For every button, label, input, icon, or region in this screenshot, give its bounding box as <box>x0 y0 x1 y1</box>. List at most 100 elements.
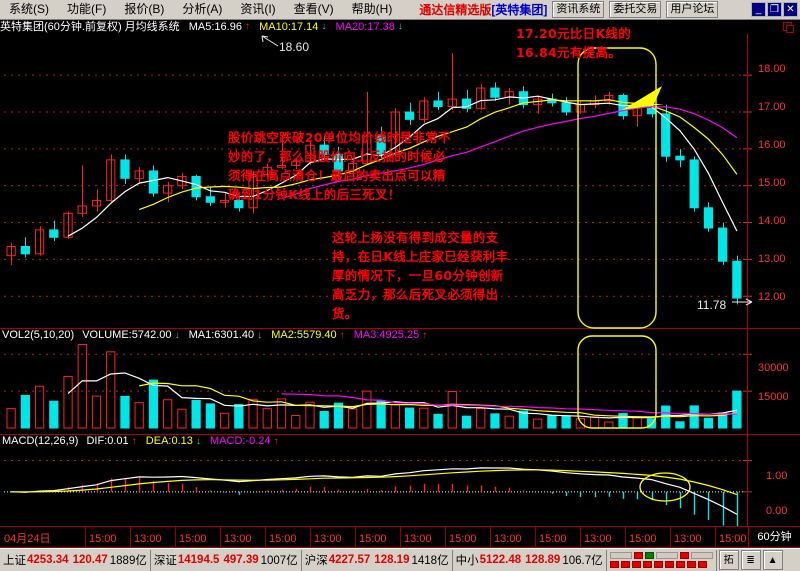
menu-item-function[interactable]: 功能(F) <box>67 2 107 16</box>
macd-chart-panel[interactable]: MACD(12,26,9) DIF:0.01 ↑ DEA:0.13 ↓ MACD… <box>0 434 800 526</box>
led-cell <box>686 561 696 568</box>
macd-tick-0: 0.00 <box>766 505 788 517</box>
led-cell <box>620 561 630 568</box>
time-tick-sep <box>310 527 311 548</box>
led-cell <box>609 552 632 559</box>
time-tick-sep <box>355 527 356 548</box>
time-axis: 04月24日 15:00 13:00 15:00 13:00 15:00 13:… <box>0 526 800 548</box>
menu-item-analysis[interactable]: 分析(A) <box>182 2 223 16</box>
current-stock-label: [英特集团] <box>491 3 548 17</box>
price-tick-13: 13.00 <box>758 253 786 265</box>
index-value: 5122.48 <box>479 554 522 566</box>
time-label-7: 15:00 <box>359 533 387 545</box>
vol-ma2-readout: MA2:5579.40 <box>271 329 337 341</box>
price-tick-14: 14.00 <box>758 215 786 227</box>
signal-icon[interactable]: ≣ <box>740 550 761 570</box>
dea-readout: DEA:0.13 <box>145 435 193 447</box>
time-label-4: 13:00 <box>224 533 252 545</box>
up-arrow-icon[interactable]: ▲ <box>762 550 783 570</box>
led-cell <box>642 561 652 568</box>
window-controls: _ ❐ ✕ <box>751 2 800 17</box>
close-button[interactable]: ✕ <box>783 2 798 17</box>
dea-direction-icon: ↓ <box>195 436 201 447</box>
index-change: 128.19 <box>374 554 410 566</box>
price-tick-17: 17.00 <box>758 101 786 113</box>
time-label-15: 15:00 <box>719 533 747 545</box>
time-tick-sep <box>130 527 131 548</box>
menu-bar: 系统(S) 功能(F) 报价(B) 分析(A) 资讯(I) 查看(V) 帮助(H… <box>0 0 800 20</box>
vol-ma2-direction-icon: ↑ <box>339 330 345 341</box>
index-cell-shenzhen[interactable]: 深证 14194.5 497.39 1007亿 <box>151 549 302 571</box>
market-activity-indicator <box>607 549 717 571</box>
menu-item-system[interactable]: 系统(S) <box>9 2 49 16</box>
led-cell <box>655 552 678 559</box>
vol-ma1-readout: MA1:6301.40 <box>188 329 255 341</box>
time-tick-sep <box>535 527 536 548</box>
index-cell-zhongxiao[interactable]: 中小 5122.48 128.89 106.7亿 <box>453 549 607 571</box>
macd-readout: MACD:-0.24 <box>210 435 271 447</box>
time-tick-sep <box>625 527 626 548</box>
index-value: 14194.5 <box>177 554 220 566</box>
dif-direction-icon: ↑ <box>131 436 137 447</box>
minimize-button[interactable]: _ <box>751 2 766 17</box>
time-label-8: 13:00 <box>404 533 432 545</box>
price-tick-16: 16.00 <box>758 139 786 151</box>
index-change: 497.39 <box>223 554 259 566</box>
restore-window-icon[interactable] <box>783 22 794 33</box>
vol-ma3-readout: MA3:4925.25 <box>353 329 420 341</box>
maximize-button[interactable]: ❐ <box>767 2 782 17</box>
led-cell <box>679 552 689 559</box>
menu-item-quote[interactable]: 报价(B) <box>124 2 165 16</box>
menu-item-help[interactable]: 帮助(H) <box>351 2 393 16</box>
volume-chart-panel[interactable]: VOL2(5,10,20) VOLUME:5742.00 ↓ MA1:6301.… <box>0 328 800 434</box>
time-label-3: 15:00 <box>179 533 207 545</box>
led-cell <box>653 561 663 568</box>
led-cell <box>631 561 641 568</box>
index-name: 沪深 <box>304 555 328 567</box>
news-system-button[interactable]: 资讯系统 <box>552 1 605 18</box>
ma20-direction-icon: ↓ <box>397 21 403 32</box>
user-forum-button[interactable]: 用户论坛 <box>666 1 719 18</box>
index-cell-shanghai[interactable]: 上证 4253.34 120.47 1889亿 <box>0 549 151 571</box>
time-label-12: 13:00 <box>584 533 612 545</box>
macd-header-info: MACD(12,26,9) DIF:0.01 ↑ DEA:0.13 ↓ MACD… <box>2 435 279 448</box>
vol-ma3-direction-icon: ↑ <box>422 330 428 341</box>
vol-ma1-direction-icon: ↓ <box>257 330 263 341</box>
index-amount: 106.7亿 <box>562 555 603 567</box>
period-selector[interactable]: 60分钟 <box>748 527 800 548</box>
time-label-6: 13:00 <box>314 533 342 545</box>
time-tick-sep <box>445 527 446 548</box>
led-cell <box>644 552 654 559</box>
annotation-middle: 股价跳空跌破20单位均价线时是非常不 妙的了，那么当股价向上反抽的时候必 须得在… <box>228 130 451 202</box>
time-label-0: 04月24日 <box>4 533 51 545</box>
dif-readout: DIF:0.01 <box>86 435 129 447</box>
price-label-high: 18.60 <box>279 40 310 54</box>
chart-header-info: 英特集团(60分钟.前复权) 月均线系统 MA5:16.96 ↑ MA10:17… <box>0 20 800 34</box>
chart-title: 英特集团(60分钟.前复权) 月均线系统 <box>0 21 180 33</box>
index-value: 4227.57 <box>328 554 371 566</box>
led-row-bottom <box>609 561 713 568</box>
panel-divider-volume <box>0 328 800 329</box>
index-cell-hushen[interactable]: 沪深 4227.57 128.19 1418亿 <box>302 549 453 571</box>
price-tick-12: 12.00 <box>758 291 786 303</box>
time-tick-sep <box>490 527 491 548</box>
ma5-direction-icon: ↑ <box>245 21 251 32</box>
led-row-top <box>609 552 713 559</box>
time-label-1: 15:00 <box>89 533 117 545</box>
menu-item-news[interactable]: 资讯(I) <box>240 2 276 16</box>
led-cell <box>664 561 674 568</box>
menu-item-view[interactable]: 查看(V) <box>293 2 334 16</box>
volume-tick-15000: 15000 <box>758 391 789 403</box>
index-amount: 1889亿 <box>109 555 147 567</box>
price-tick-15: 15.00 <box>758 177 786 189</box>
status-bar: 上证 4253.34 120.47 1889亿 深证 14194.5 497.3… <box>0 548 800 571</box>
annotation-top: 17.20元比日K线的 16.84元有提高。 <box>516 26 632 60</box>
volume-tick-30000: 30000 <box>758 362 789 374</box>
expand-button[interactable]: 拓 <box>718 550 739 570</box>
led-cell <box>690 552 713 559</box>
time-tick-sep <box>400 527 401 548</box>
trade-entrust-button[interactable]: 委托交易 <box>609 1 662 18</box>
time-label-2: 13:00 <box>134 533 162 545</box>
time-tick-sep <box>220 527 221 548</box>
